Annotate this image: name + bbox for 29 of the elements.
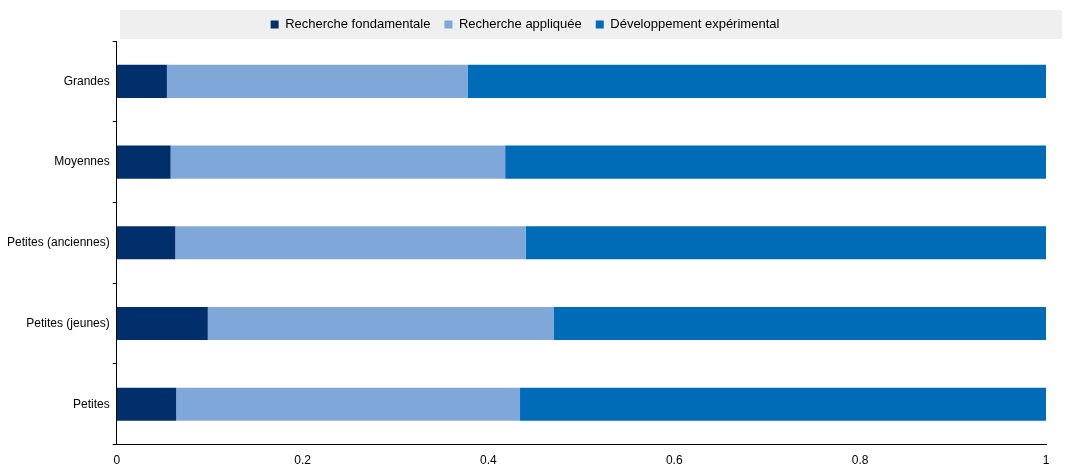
y-tick-label: Grandes bbox=[63, 73, 110, 88]
bar bbox=[116, 306, 208, 341]
bar bbox=[166, 64, 468, 98]
bar bbox=[116, 387, 177, 421]
bar bbox=[116, 145, 171, 179]
legend-label: Recherche fondamentale bbox=[285, 16, 431, 32]
bar bbox=[175, 226, 526, 260]
bar bbox=[520, 387, 1046, 421]
bar bbox=[207, 306, 554, 341]
y-tick-label: Petites (jeunes) bbox=[26, 315, 110, 330]
x-tick-label: 0.6 bbox=[665, 453, 683, 468]
bar bbox=[116, 226, 176, 260]
y-tick-label: Moyennes bbox=[54, 154, 110, 169]
y-tick-label: Petites (anciennes) bbox=[6, 235, 110, 250]
x-tick-label: 0 bbox=[113, 453, 121, 468]
bar bbox=[553, 306, 1046, 341]
bar bbox=[170, 145, 506, 179]
x-tick-label: 0.4 bbox=[480, 453, 498, 468]
legend-label: Recherche appliquée bbox=[458, 16, 582, 32]
legend-label: Développement expérimental bbox=[610, 16, 780, 32]
x-tick-label: 1 bbox=[1042, 453, 1050, 468]
bar bbox=[116, 64, 167, 98]
y-tick-label: Petites bbox=[73, 396, 110, 411]
bar bbox=[525, 226, 1046, 260]
x-tick-label: 0.2 bbox=[294, 453, 312, 468]
bar bbox=[176, 387, 521, 421]
bar bbox=[505, 145, 1046, 179]
bar bbox=[467, 64, 1046, 98]
x-tick-label: 0.8 bbox=[851, 453, 869, 468]
